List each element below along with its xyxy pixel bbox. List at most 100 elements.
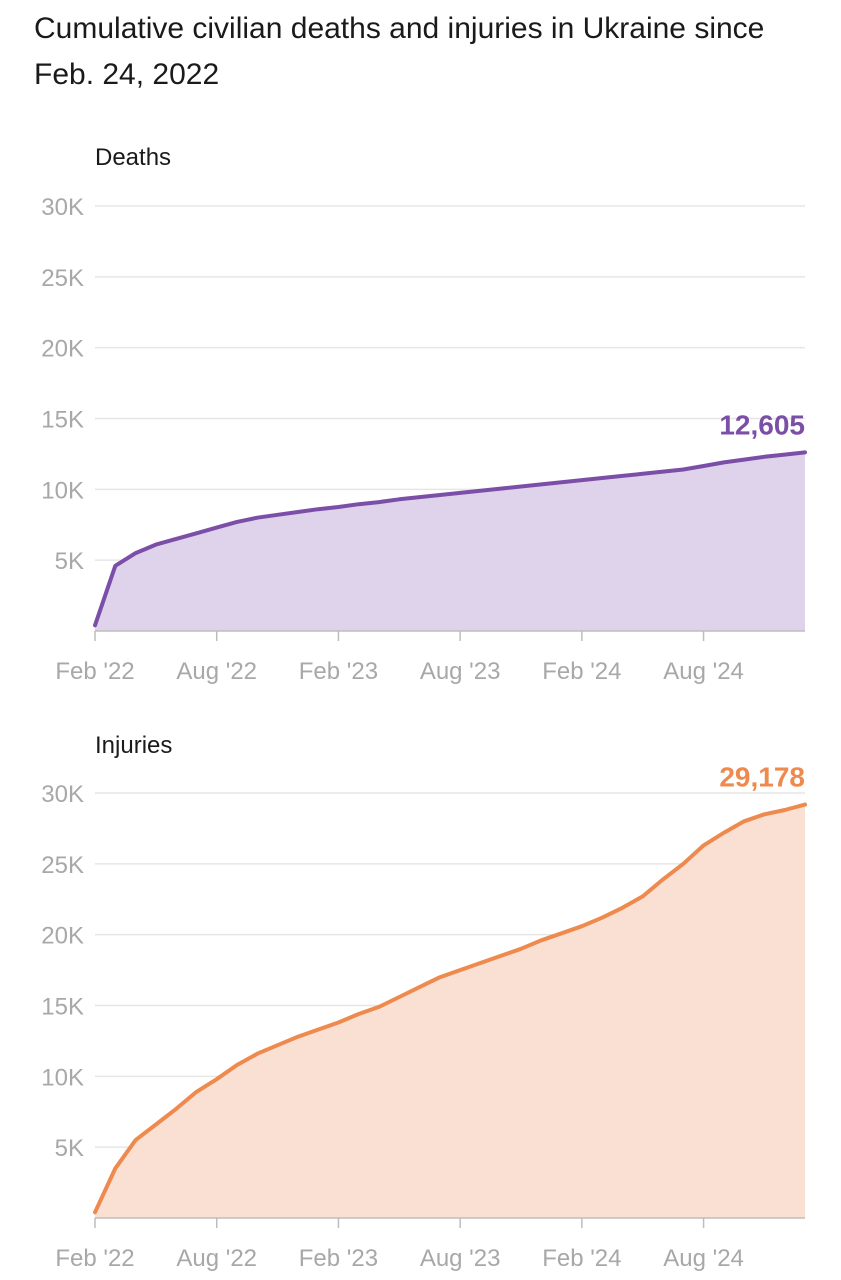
deaths-data-point — [722, 460, 726, 464]
injuries-line — [93, 802, 807, 1215]
deaths-data-point — [154, 543, 158, 547]
injuries-chart: Injuries 5K 10K 15K 20K 25K 30K Feb '22 Aug '22 F… — [41, 732, 807, 1272]
injuries-data-point — [641, 894, 645, 898]
deaths-data-point — [499, 487, 503, 491]
injuries-data-point — [276, 1043, 280, 1047]
chart-title: Cumulative civilian deaths and injuries … — [34, 12, 765, 91]
deaths-data-point — [600, 476, 604, 480]
injuries-data-point — [113, 1166, 117, 1170]
deaths-data-point — [316, 507, 320, 511]
injuries-data-point — [681, 862, 685, 866]
injuries-panel-label: Injuries — [95, 732, 172, 759]
injuries-x-tick-label: Feb '23 — [299, 1245, 378, 1272]
deaths-data-point — [174, 537, 178, 541]
deaths-x-tick-label: Aug '23 — [420, 658, 501, 685]
deaths-data-point — [357, 502, 361, 506]
injuries-y-tick-label: 20K — [41, 923, 84, 950]
deaths-data-point — [296, 510, 300, 514]
deaths-data-point — [458, 491, 462, 495]
injuries-y-tick-label: 25K — [41, 852, 84, 879]
injuries-data-point — [336, 1021, 340, 1025]
injuries-data-point — [519, 947, 523, 951]
injuries-data-point — [316, 1028, 320, 1032]
injuries-data-point — [154, 1123, 158, 1127]
injuries-y-tick-label: 5K — [55, 1135, 84, 1162]
deaths-data-point — [681, 468, 685, 472]
deaths-data-point — [134, 551, 138, 555]
injuries-data-point — [803, 803, 807, 807]
deaths-data-point — [519, 485, 523, 489]
deaths-y-tick-label: 15K — [41, 407, 84, 434]
injuries-data-point — [93, 1210, 97, 1214]
injuries-area — [95, 804, 805, 1218]
deaths-area — [95, 452, 805, 631]
deaths-data-point — [438, 493, 442, 497]
deaths-data-point — [336, 505, 340, 509]
injuries-data-point — [702, 843, 706, 847]
deaths-data-point — [620, 474, 624, 478]
injuries-data-point — [600, 916, 604, 920]
injuries-end-value-label: 29,178 — [719, 762, 805, 793]
deaths-data-point — [702, 464, 706, 468]
deaths-x-tick-label: Feb '22 — [55, 658, 134, 685]
deaths-data-point — [783, 453, 787, 457]
deaths-y-tick-label: 20K — [41, 336, 84, 363]
injuries-x-tick-label: Aug '22 — [176, 1245, 257, 1272]
deaths-data-point — [93, 623, 97, 627]
injuries-data-point — [235, 1063, 239, 1067]
injuries-data-point — [215, 1077, 219, 1081]
injuries-x-tick-label: Feb '24 — [542, 1245, 621, 1272]
injuries-x-tick-label: Feb '22 — [55, 1245, 134, 1272]
deaths-data-point — [580, 478, 584, 482]
deaths-data-point — [803, 450, 807, 454]
injuries-data-point — [539, 938, 543, 942]
deaths-data-point — [539, 482, 543, 486]
injuries-data-point — [174, 1107, 178, 1111]
deaths-data-point — [276, 513, 280, 517]
injuries-data-point — [722, 831, 726, 835]
injuries-y-tick-label: 30K — [41, 781, 84, 808]
injuries-data-point — [134, 1138, 138, 1142]
injuries-data-point — [377, 1005, 381, 1009]
deaths-data-point — [418, 495, 422, 499]
injuries-x-tick-label: Aug '24 — [663, 1245, 744, 1272]
deaths-x-tick-label: Feb '23 — [299, 658, 378, 685]
deaths-x-tick-label: Aug '24 — [663, 658, 744, 685]
injuries-data-point — [560, 931, 564, 935]
deaths-line — [93, 450, 807, 628]
deaths-data-point — [397, 497, 401, 501]
injuries-data-point — [438, 975, 442, 979]
injuries-data-point — [499, 954, 503, 958]
deaths-data-point — [113, 564, 117, 568]
deaths-y-tick-label: 30K — [41, 194, 84, 221]
deaths-chart: Deaths 5K 10K 15K 20K 25K 30K Feb '22 Aug '22 Feb… — [41, 144, 807, 685]
deaths-data-point — [762, 455, 766, 459]
injuries-x-tick-label: Aug '23 — [420, 1245, 501, 1272]
deaths-y-tick-label: 5K — [55, 548, 84, 575]
deaths-data-point — [377, 500, 381, 504]
injuries-data-point — [397, 995, 401, 999]
injuries-y-tick-label: 10K — [41, 1064, 84, 1091]
injuries-data-point — [418, 985, 422, 989]
injuries-data-point — [458, 968, 462, 972]
injuries-y-tick-label: 15K — [41, 994, 84, 1021]
injuries-data-point — [580, 924, 584, 928]
deaths-x-tick-label: Feb '24 — [542, 658, 621, 685]
injuries-data-point — [255, 1052, 259, 1056]
deaths-y-tick-label: 25K — [41, 265, 84, 292]
injuries-data-point — [661, 877, 665, 881]
injuries-data-point — [762, 812, 766, 816]
injuries-data-point — [296, 1035, 300, 1039]
deaths-data-point — [560, 480, 564, 484]
injuries-data-point — [742, 819, 746, 823]
deaths-data-point — [235, 520, 239, 524]
deaths-y-tick-label: 10K — [41, 477, 84, 504]
deaths-x-tick-label: Aug '22 — [176, 658, 257, 685]
deaths-data-point — [215, 526, 219, 530]
injuries-data-point — [783, 808, 787, 812]
injuries-data-point — [357, 1012, 361, 1016]
deaths-end-value-label: 12,605 — [719, 409, 805, 440]
deaths-data-point — [641, 472, 645, 476]
deaths-data-point — [742, 458, 746, 462]
deaths-data-point — [478, 489, 482, 493]
